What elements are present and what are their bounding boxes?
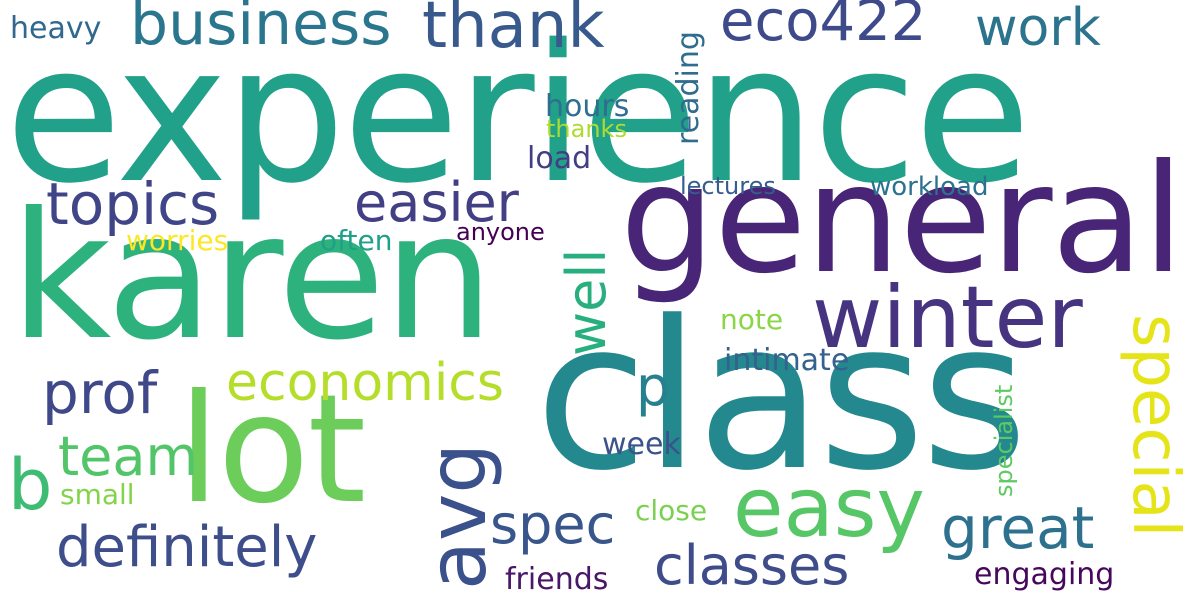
word-often: often <box>320 224 393 257</box>
word-class: class <box>535 278 1028 516</box>
word-small: small <box>60 478 135 511</box>
word-specialist: specialist <box>990 384 1018 497</box>
word-avg: avg <box>411 442 504 590</box>
word-hours: hours <box>545 89 630 124</box>
word-winter: winter <box>812 268 1083 368</box>
word-worries: worries <box>126 224 229 257</box>
word-prof: prof <box>42 359 158 427</box>
word-b: b <box>8 444 53 526</box>
word-close: close <box>635 494 708 527</box>
word-economics: economics <box>226 353 504 413</box>
word-eco422: eco422 <box>720 0 927 54</box>
word-friends: friends <box>505 562 609 597</box>
word-lot: lot <box>178 363 366 537</box>
word-easy: easy <box>733 461 925 556</box>
word-definitely: definitely <box>56 515 318 580</box>
word-thank: thank <box>422 0 605 63</box>
word-heavy: heavy <box>10 11 102 46</box>
word-anyone: anyone <box>456 218 545 246</box>
word-engaging: engaging <box>974 557 1115 592</box>
word-note: note <box>720 303 784 336</box>
word-experience: experience <box>5 4 1031 225</box>
word-work: work <box>975 0 1101 58</box>
word-team: team <box>58 425 199 488</box>
word-thanks: thanks <box>546 115 627 143</box>
word-spec: spec <box>490 493 616 556</box>
word-week: week <box>602 427 681 462</box>
word-intimate: intimate <box>724 343 850 378</box>
word-lectures: lectures <box>680 172 776 200</box>
word-reading: reading <box>671 31 706 145</box>
word-topics: topics <box>46 170 220 238</box>
word-business: business <box>130 0 392 59</box>
word-special: special <box>1118 314 1192 538</box>
word-workload: workload <box>870 172 989 202</box>
word-easier: easier <box>354 171 519 234</box>
word-classes: classes <box>654 534 850 597</box>
word-load: load <box>527 141 592 176</box>
word-general: general <box>620 133 1184 307</box>
word-p: p <box>636 355 671 418</box>
word-great: great <box>941 494 1095 562</box>
word-karen: karen <box>10 176 494 379</box>
word-well: well <box>555 248 618 356</box>
